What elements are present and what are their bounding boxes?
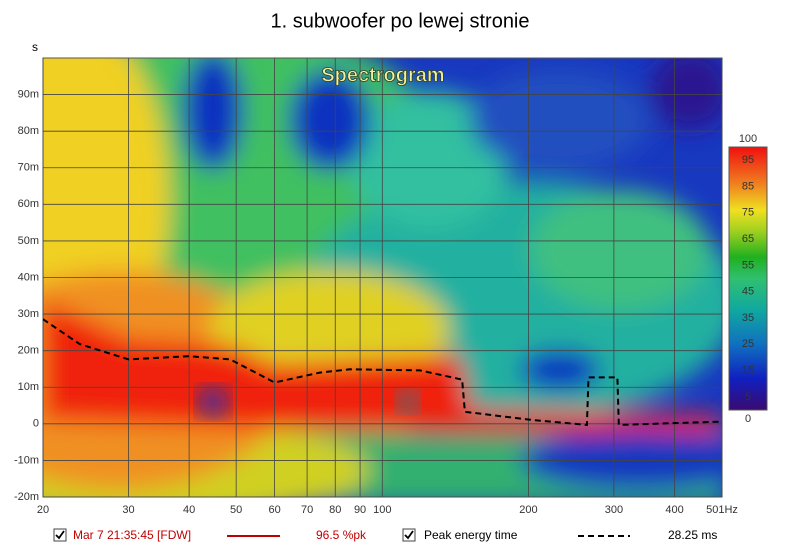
- y-tick-label: 30m: [18, 308, 39, 320]
- colorbar-tick-label: 45: [742, 286, 754, 298]
- checkmark: [404, 530, 414, 540]
- legend-label: Mar 7 21:35:45 [FDW]: [73, 528, 191, 542]
- colorbar-tick-label: 75: [742, 207, 754, 219]
- colorbar-tick-label: 95: [742, 154, 754, 166]
- legend-readout: 96.5 %pk: [316, 528, 367, 542]
- x-tick-label: 400: [665, 504, 683, 516]
- y-tick-label: 80m: [18, 125, 39, 137]
- colorbar-tick-label: 0: [745, 413, 751, 425]
- colorbar-tick-label: 100: [739, 133, 757, 145]
- colorbar-tick-label: 15: [742, 364, 754, 376]
- x-tick-label: 80: [329, 504, 341, 516]
- y-tick-label: 50m: [18, 235, 39, 247]
- x-tick-label: 200: [519, 504, 537, 516]
- y-tick-label: 60m: [18, 198, 39, 210]
- x-tick-label: 501Hz: [706, 504, 738, 516]
- annotation: Spectrogram: [321, 64, 444, 86]
- x-tick-label: 20: [37, 504, 49, 516]
- colorbar-tick-label: 65: [742, 233, 754, 245]
- x-tick-label: 100: [373, 504, 391, 516]
- checkbox[interactable]: [402, 528, 416, 542]
- y-tick-label: -20m: [14, 491, 39, 503]
- heatmap: Spectrogram: [43, 58, 722, 497]
- y-tick-label: 0: [33, 418, 39, 430]
- colorbar-tick-label: 5: [745, 391, 751, 403]
- colorbar-tick-label: 55: [742, 259, 754, 271]
- colorbar-tick-label: 85: [742, 180, 754, 192]
- legend-label: Peak energy time: [424, 528, 518, 542]
- x-tick-label: 300: [605, 504, 623, 516]
- y-tick-label: -10m: [14, 454, 39, 466]
- x-tick-label: 70: [301, 504, 313, 516]
- peak-line: [43, 318, 722, 426]
- legend-readout: 28.25 ms: [668, 528, 717, 542]
- checkmark: [55, 530, 65, 540]
- x-tick-label: 60: [268, 504, 280, 516]
- x-tick-label: 90: [354, 504, 366, 516]
- x-tick-label: 40: [183, 504, 195, 516]
- x-tick-label: 50: [230, 504, 242, 516]
- colorbar-tick-label: 35: [742, 312, 754, 324]
- y-tick-label: 40m: [18, 271, 39, 283]
- chart-title: 1. subwoofer po lewej stronie: [270, 10, 529, 32]
- y-tick-label: 70m: [18, 162, 39, 174]
- y-axis-label: s: [32, 40, 38, 54]
- colorbar: [728, 146, 768, 411]
- y-tick-label: 90m: [18, 88, 39, 100]
- colorbar-tick-label: 25: [742, 338, 754, 350]
- y-tick-label: 10m: [18, 381, 39, 393]
- x-tick-label: 30: [122, 504, 134, 516]
- y-tick-label: 20m: [18, 345, 39, 357]
- checkbox[interactable]: [53, 528, 67, 542]
